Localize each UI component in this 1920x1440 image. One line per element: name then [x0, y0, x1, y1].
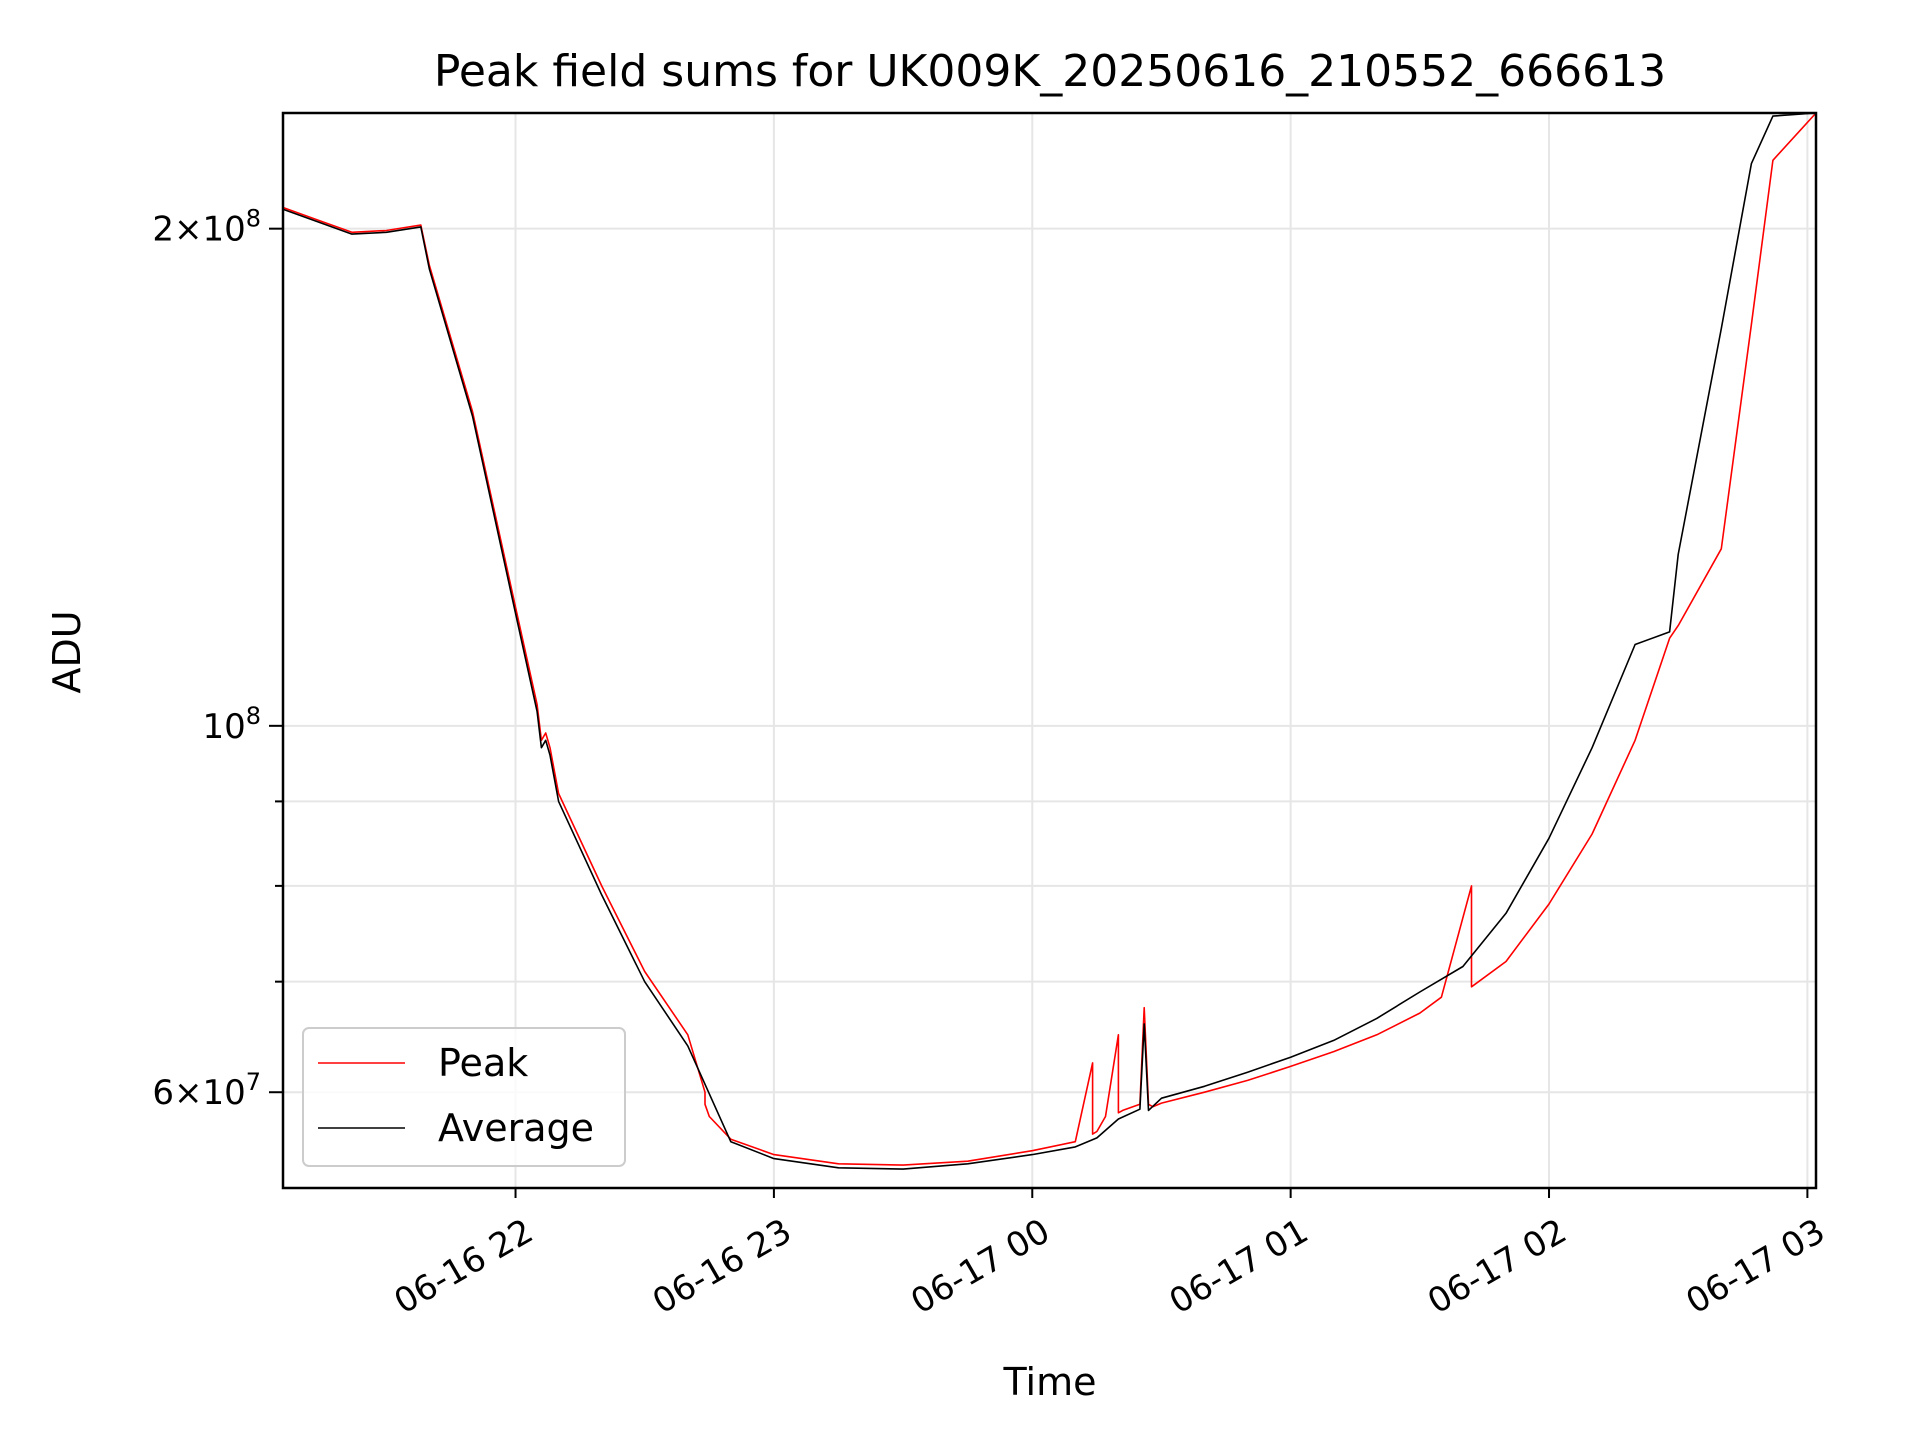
y-tick-label: 6×107 [152, 1068, 261, 1113]
series-line-average [282, 112, 1817, 1170]
legend-label-average: Average [438, 1106, 594, 1150]
x-tick-label: 06-16 23 [646, 1211, 798, 1322]
grid-layer [283, 113, 1816, 1188]
x-axis-label: Time [1003, 1360, 1097, 1404]
y-tick-label: 2×108 [152, 205, 261, 250]
series-line-peak [282, 112, 1817, 1166]
legend-label-peak: Peak [438, 1041, 528, 1085]
legend: Peak Average [302, 1027, 626, 1167]
chart-title: Peak field sums for UK009K_20250616_2105… [434, 46, 1666, 97]
x-tick-label: 06-17 02 [1421, 1211, 1573, 1322]
x-tick-label: 06-17 00 [904, 1211, 1056, 1322]
x-tick-label: 06-16 22 [388, 1211, 540, 1322]
y-tick-label: 108 [202, 702, 261, 747]
plot-frame [281, 111, 1818, 1190]
x-tick-label: 06-17 03 [1679, 1211, 1831, 1322]
series-layer [282, 112, 1817, 1170]
x-tick-label: 06-17 01 [1163, 1211, 1315, 1322]
y-axis-label: ADU [45, 610, 89, 693]
